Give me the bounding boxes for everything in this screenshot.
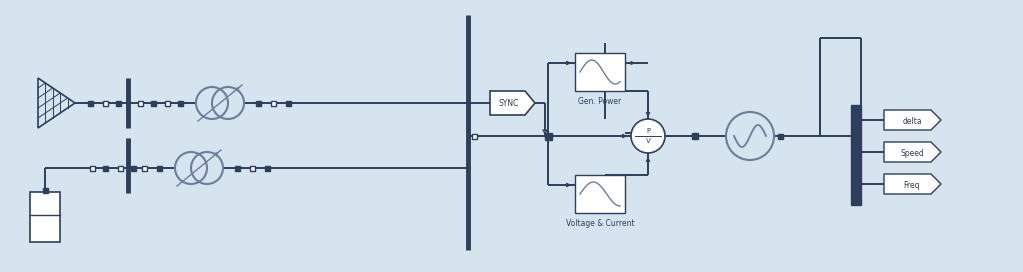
Bar <box>137 100 142 106</box>
Bar <box>102 165 107 171</box>
Bar <box>265 165 269 171</box>
Polygon shape <box>884 142 941 162</box>
Polygon shape <box>490 91 535 115</box>
Text: P: P <box>646 128 650 134</box>
Text: Speed: Speed <box>900 149 924 157</box>
Bar <box>851 105 861 205</box>
Polygon shape <box>884 174 941 194</box>
Bar <box>575 53 625 91</box>
Bar <box>285 100 291 106</box>
Bar <box>165 100 170 106</box>
Bar <box>131 165 135 171</box>
Text: Freq: Freq <box>903 181 921 190</box>
Bar <box>43 187 47 193</box>
Bar <box>118 165 123 171</box>
Bar <box>157 165 162 171</box>
Circle shape <box>631 119 665 153</box>
Bar <box>575 53 625 91</box>
Bar <box>575 175 625 213</box>
Bar <box>692 133 698 139</box>
Bar <box>575 175 625 213</box>
Bar <box>102 100 107 106</box>
Circle shape <box>726 112 774 160</box>
Bar <box>116 100 121 106</box>
Bar <box>777 134 783 138</box>
Bar <box>30 192 60 242</box>
Text: delta: delta <box>902 116 922 125</box>
Text: Gen. Power: Gen. Power <box>578 97 622 106</box>
Polygon shape <box>884 110 941 130</box>
Text: SYNC: SYNC <box>498 100 519 109</box>
Bar <box>250 165 255 171</box>
Bar <box>141 165 146 171</box>
Bar <box>234 165 239 171</box>
Bar <box>256 100 261 106</box>
Bar <box>544 132 551 140</box>
Bar <box>88 100 92 106</box>
Bar <box>472 134 477 138</box>
Bar <box>270 100 275 106</box>
Bar <box>150 100 155 106</box>
Bar <box>89 165 94 171</box>
Text: V: V <box>646 138 651 144</box>
Bar <box>178 100 182 106</box>
Text: Voltage & Current: Voltage & Current <box>566 219 634 228</box>
